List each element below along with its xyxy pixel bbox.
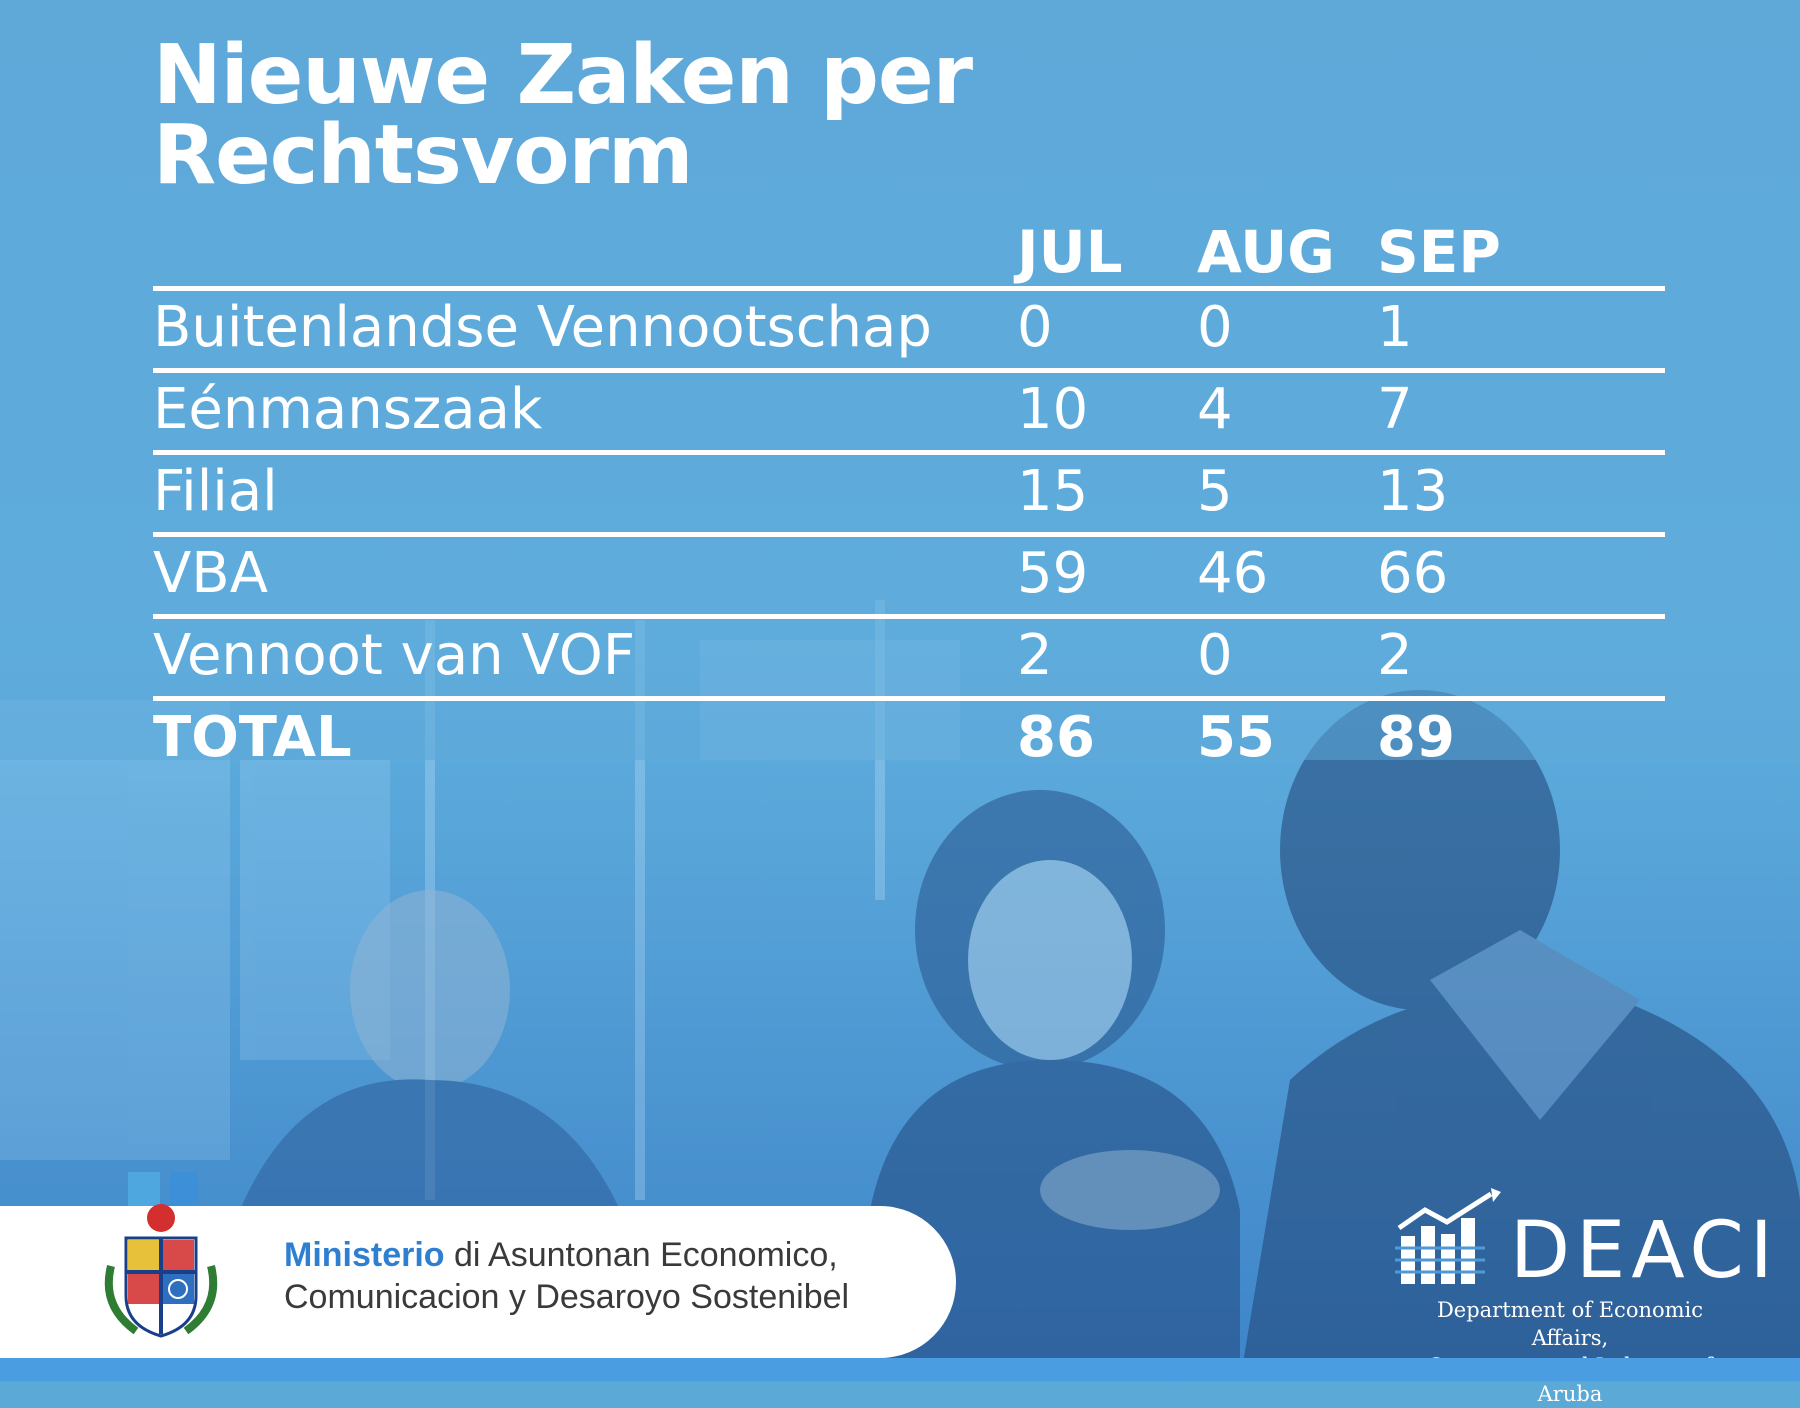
- cell-value: 5: [1197, 459, 1233, 524]
- table-row: Filial 15 5 13: [153, 450, 1665, 532]
- cell-value: 0: [1197, 295, 1233, 360]
- row-label: Eénmanszaak: [153, 377, 543, 442]
- row-label: Filial: [153, 459, 278, 524]
- cell-value: 15: [1017, 459, 1089, 524]
- footer-strip: [0, 1358, 1800, 1381]
- total-value: 89: [1377, 705, 1455, 770]
- total-label: TOTAL: [153, 705, 352, 770]
- ministry-line-1-rest: di Asuntonan Economico,: [444, 1236, 838, 1274]
- cell-value: 0: [1197, 623, 1233, 688]
- table-header-row: JUL AUG SEP: [153, 200, 1665, 286]
- deaci-name: DEACI: [1510, 1206, 1779, 1296]
- column-header-aug: AUG: [1197, 218, 1335, 286]
- column-header-sep: SEP: [1377, 218, 1501, 286]
- data-table: JUL AUG SEP Buitenlandse Vennootschap 0 …: [153, 200, 1665, 778]
- cell-value: 0: [1017, 295, 1053, 360]
- aruba-coat-of-arms-icon: [104, 1204, 218, 1338]
- page-title: Nieuwe Zaken per Rechtsvorm: [153, 28, 973, 203]
- deaci-subtitle-line-1: Department of Economic Affairs,: [1436, 1298, 1704, 1350]
- cell-value: 7: [1377, 377, 1413, 442]
- row-label: Vennoot van VOF: [153, 623, 636, 688]
- cell-value: 4: [1197, 377, 1233, 442]
- cell-value: 46: [1197, 541, 1269, 606]
- table-row: Vennoot van VOF 2 0 2: [153, 614, 1665, 696]
- ministry-name: Ministerio di Asuntonan Economico, Comun…: [284, 1234, 849, 1318]
- table-total-row: TOTAL 86 55 89: [153, 696, 1665, 778]
- cell-value: 1: [1377, 295, 1413, 360]
- cell-value: 59: [1017, 541, 1089, 606]
- table-row: Eénmanszaak 10 4 7: [153, 368, 1665, 450]
- ministry-highlight: Ministerio: [284, 1236, 445, 1274]
- column-header-jul: JUL: [1017, 218, 1123, 286]
- table-row: VBA 59 46 66: [153, 532, 1665, 614]
- cell-value: 66: [1377, 541, 1449, 606]
- cell-value: 10: [1017, 377, 1089, 442]
- ministry-line-1: Ministerio di Asuntonan Economico,: [284, 1234, 849, 1276]
- table-row: Buitenlandse Vennootschap 0 0 1: [153, 286, 1665, 368]
- row-label: Buitenlandse Vennootschap: [153, 295, 932, 360]
- cell-value: 13: [1377, 459, 1449, 524]
- total-value: 86: [1017, 705, 1095, 770]
- row-label: VBA: [153, 541, 269, 606]
- ministry-line-2: Comunicacion y Desaroyo Sostenibel: [284, 1278, 850, 1316]
- total-value: 55: [1197, 705, 1275, 770]
- deaci-subtitle: Department of Economic Affairs, Commerce…: [1403, 1296, 1737, 1408]
- cell-value: 2: [1017, 623, 1053, 688]
- cell-value: 2: [1377, 623, 1413, 688]
- deaci-chart-logo-icon: [1395, 1188, 1501, 1284]
